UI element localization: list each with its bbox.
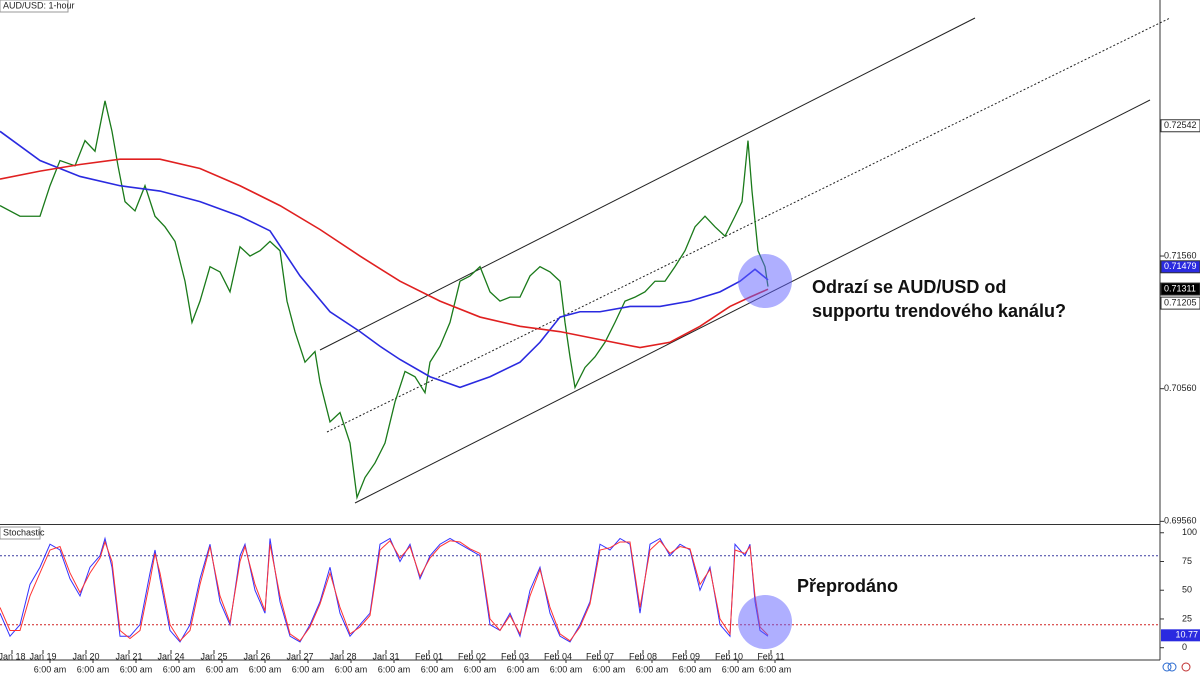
x-tick-label: 6:00 am bbox=[507, 664, 540, 674]
x-tick-label: 6:00 am bbox=[722, 664, 755, 674]
stoch-label-box bbox=[1161, 629, 1200, 642]
x-tick-label: Jan 28 bbox=[329, 651, 356, 661]
price-label: 0.71311 bbox=[1164, 283, 1196, 293]
y-tick-label: 0.70560 bbox=[1164, 383, 1197, 393]
series-line bbox=[0, 540, 769, 642]
x-tick-label: 6:00 am bbox=[77, 664, 110, 674]
series-line bbox=[0, 100, 769, 501]
highlight-circle bbox=[738, 595, 792, 649]
highlight-circle bbox=[738, 254, 792, 308]
price-label-box bbox=[1160, 282, 1200, 296]
x-tick-label: Jan 26 bbox=[243, 651, 270, 661]
x-tick-label: 6:00 am bbox=[636, 664, 669, 674]
x-tick-label: Feb 04 bbox=[544, 651, 572, 661]
x-tick-label: Jan 27 bbox=[286, 651, 313, 661]
x-tick-label: 6:00 am bbox=[292, 664, 325, 674]
annotation: Přeprodáno bbox=[797, 576, 898, 596]
price-label-box bbox=[1160, 260, 1200, 274]
price-label: 0.71205 bbox=[1164, 297, 1197, 307]
x-tick-label: 6:00 am bbox=[335, 664, 368, 674]
corner-icon bbox=[1162, 662, 1191, 672]
x-tick-label: 6:00 am bbox=[378, 664, 411, 674]
price-label-box bbox=[1160, 296, 1200, 310]
y-tick-label: 0.71560 bbox=[1164, 250, 1197, 260]
y-tick-label: 75 bbox=[1182, 556, 1192, 566]
x-tick-label: Jan 25 bbox=[200, 651, 227, 661]
stoch-label: 10.77 bbox=[1175, 630, 1198, 640]
stoch-title-box bbox=[0, 526, 41, 540]
stoch-title: Stochastic bbox=[3, 527, 45, 537]
x-tick-label: 6:00 am bbox=[249, 664, 282, 674]
x-tick-label: 6:00 am bbox=[679, 664, 712, 674]
price-label: 0.72542 bbox=[1164, 120, 1197, 130]
x-tick-label: Jan 19 bbox=[29, 651, 56, 661]
price-label: 0.71479 bbox=[1164, 261, 1197, 271]
x-tick-label: Feb 07 bbox=[586, 651, 614, 661]
x-tick-label: 6:00 am bbox=[34, 664, 67, 674]
x-tick-label: Feb 01 bbox=[415, 651, 443, 661]
x-tick-label: 6:00 am bbox=[206, 664, 239, 674]
x-tick-label: Jan 18 bbox=[0, 651, 26, 661]
y-tick-label: 50 bbox=[1182, 585, 1192, 595]
x-tick-label: Jan 21 bbox=[115, 651, 142, 661]
x-tick-label: Jan 31 bbox=[372, 651, 399, 661]
x-tick-label: Feb 11 bbox=[757, 651, 784, 661]
x-tick-label: Feb 02 bbox=[458, 651, 486, 661]
x-tick-label: Jan 20 bbox=[72, 651, 99, 661]
annotation: Odrazí se AUD/USD od bbox=[812, 277, 1006, 297]
x-tick-label: Feb 08 bbox=[629, 651, 657, 661]
x-tick-label: 6:00 am bbox=[550, 664, 583, 674]
x-tick-label: 6:00 am bbox=[120, 664, 153, 674]
price-label-box bbox=[1160, 119, 1200, 133]
y-tick-label: 100 bbox=[1182, 527, 1197, 537]
x-tick-label: Feb 10 bbox=[715, 651, 743, 661]
series-line bbox=[0, 158, 769, 349]
y-tick-label: 0.69560 bbox=[1164, 516, 1197, 526]
x-tick-label: Feb 09 bbox=[672, 651, 700, 661]
annotation: supportu trendového kanálu? bbox=[812, 301, 1066, 321]
x-tick-label: 6:00 am bbox=[464, 664, 497, 674]
y-tick-label: 0 bbox=[1182, 642, 1187, 652]
y-tick-label: 25 bbox=[1182, 613, 1192, 623]
x-tick-label: Jan 24 bbox=[157, 651, 184, 661]
x-tick-label: 6:00 am bbox=[593, 664, 626, 674]
x-tick-label: 6:00 am bbox=[163, 664, 196, 674]
x-tick-label: 6:00 am bbox=[421, 664, 454, 674]
title-box bbox=[0, 0, 69, 13]
x-tick-label: 6:00 am bbox=[759, 664, 792, 674]
channel-upper bbox=[319, 17, 976, 351]
series-line bbox=[0, 130, 769, 389]
channel-middle bbox=[326, 17, 1171, 433]
x-tick-label: Feb 03 bbox=[501, 651, 529, 661]
chart-title: AUD/USD: 1-hour bbox=[3, 0, 75, 10]
